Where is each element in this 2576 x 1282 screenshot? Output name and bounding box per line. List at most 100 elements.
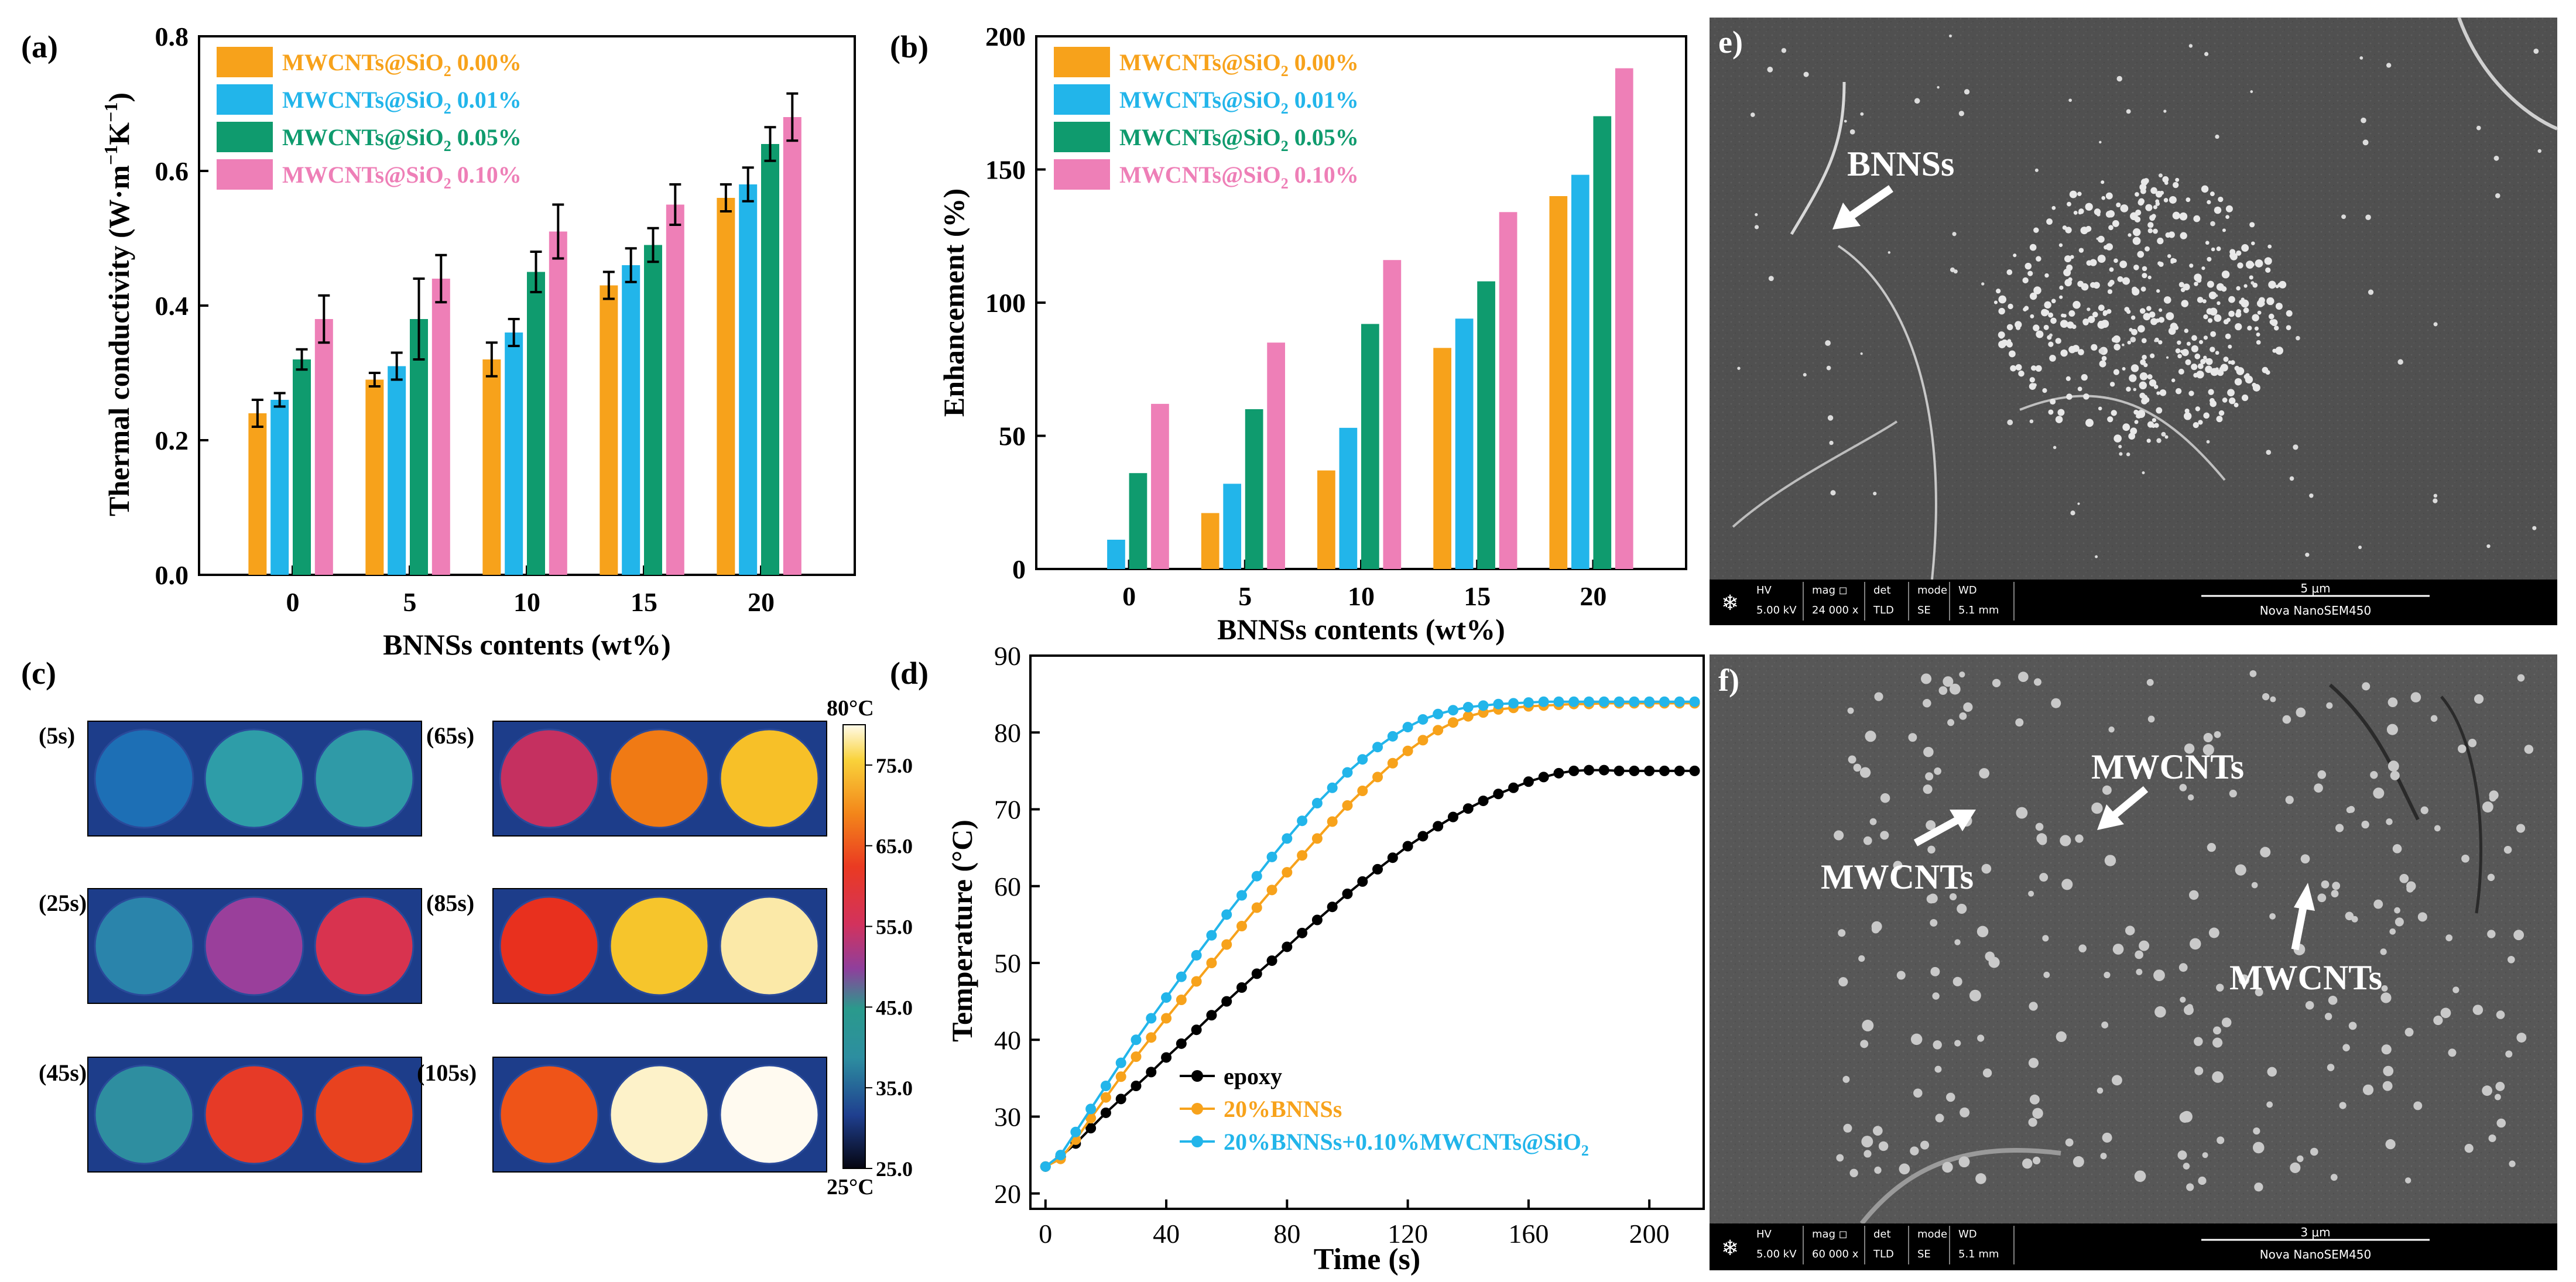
- particle: [2137, 251, 2145, 258]
- particle: [2095, 555, 2098, 558]
- particle: [2228, 344, 2232, 349]
- a-y-axis-ticks: 0.0 0.2 0.4 0.6 0.8: [155, 22, 208, 590]
- particle: [2091, 802, 2103, 814]
- particle: [1910, 1146, 1919, 1156]
- data-point: [1433, 821, 1444, 832]
- particle: [2433, 322, 2438, 327]
- particle: [2155, 199, 2160, 204]
- d-x-axis-title: Time (s): [1314, 1243, 1420, 1276]
- particle: [2290, 1162, 2301, 1173]
- legend-swatch: [217, 122, 273, 152]
- particle: [2044, 301, 2051, 309]
- data-point: [1342, 767, 1353, 778]
- panel-c-thermal-images: (c) (5s) (25s) (45s) (65s) (85s) (105s) 80°C …: [21, 656, 913, 1199]
- particle: [2173, 181, 2179, 188]
- data-point: [1598, 696, 1609, 707]
- particle: [2207, 200, 2211, 204]
- data-point: [1131, 1081, 1142, 1091]
- particle: [2390, 770, 2400, 780]
- data-point: [1342, 888, 1353, 899]
- particle: [1969, 989, 1981, 1002]
- particle: [2268, 313, 2274, 320]
- particle: [2468, 739, 2477, 748]
- particle: [2056, 1031, 2067, 1043]
- particle: [2077, 386, 2082, 392]
- particle: [2194, 353, 2201, 359]
- particle: [2235, 323, 2242, 331]
- particle: [2381, 1044, 2392, 1055]
- y-tick-label: 50: [994, 948, 1021, 978]
- particle: [1880, 793, 1890, 803]
- particle: [2252, 314, 2259, 321]
- data-point: [1236, 890, 1247, 901]
- particle: [2214, 314, 2222, 322]
- particle: [2285, 796, 2294, 804]
- particle: [2089, 282, 2096, 288]
- particle: [2254, 326, 2259, 331]
- particle: [1954, 939, 1961, 945]
- particle: [2204, 52, 2209, 56]
- particle: [2156, 289, 2160, 293]
- y-tick-label: 0: [1012, 554, 1026, 584]
- particle: [1849, 129, 1855, 135]
- data-point: [1342, 800, 1353, 811]
- particle: [2269, 913, 2276, 920]
- particle: [2229, 790, 2237, 798]
- particle: [2073, 210, 2078, 215]
- particle: [2055, 416, 2063, 423]
- particle: [2049, 355, 2056, 362]
- particle: [1950, 267, 1955, 272]
- data-point: [1674, 765, 1685, 776]
- particle: [2496, 1010, 2505, 1019]
- particle: [2029, 377, 2035, 383]
- particle: [2365, 214, 2371, 221]
- particle: [2016, 807, 2028, 819]
- particle: [2255, 259, 2263, 268]
- particle: [1863, 836, 1872, 845]
- particle: [2100, 1153, 2107, 1160]
- particle: [2228, 296, 2235, 303]
- particle: [2246, 260, 2254, 269]
- particle: [2158, 340, 2163, 345]
- x-tick-label: 10: [1348, 581, 1375, 611]
- particle: [1930, 966, 1940, 976]
- particle: [1981, 282, 1985, 286]
- particle: [2387, 760, 2399, 772]
- particle: [1827, 415, 1834, 421]
- particle: [2164, 435, 2169, 439]
- legend-label: MWCNTs@SiO2 0.10%: [282, 162, 522, 192]
- bar: [1615, 68, 1633, 570]
- info-value: 24 000 x: [1812, 604, 1859, 616]
- particle: [2089, 259, 2097, 266]
- particle: [2053, 445, 2057, 450]
- particle: [2035, 822, 2044, 831]
- particle: [2145, 246, 2150, 252]
- data-point: [1236, 982, 1247, 993]
- particle: [1949, 893, 1957, 901]
- particle: [2183, 1163, 2190, 1170]
- particle: [2119, 260, 2128, 269]
- particle: [2440, 1007, 2451, 1019]
- particle: [2198, 420, 2203, 425]
- info-value: 5.00 kV: [1756, 604, 1797, 616]
- particle: [2046, 218, 2053, 225]
- bar: [431, 279, 450, 575]
- particle: [2108, 726, 2115, 733]
- particle: [2225, 333, 2231, 340]
- panel-label-e: e): [1718, 25, 1743, 60]
- x-tick-label: 200: [1629, 1219, 1670, 1249]
- particle: [2094, 208, 2101, 215]
- legend-marker: [1191, 1136, 1203, 1147]
- bar: [1339, 427, 1358, 569]
- particle: [2163, 198, 2169, 203]
- particle: [2189, 263, 2194, 268]
- particle: [2210, 331, 2217, 337]
- particle: [2472, 1005, 2483, 1015]
- y-tick-label: 0.6: [155, 156, 189, 186]
- particle: [2059, 285, 2064, 290]
- particle: [1938, 686, 1948, 695]
- particle: [2029, 1094, 2040, 1105]
- particle: [1908, 733, 1917, 742]
- particle: [2245, 375, 2253, 384]
- particle: [2193, 421, 2199, 429]
